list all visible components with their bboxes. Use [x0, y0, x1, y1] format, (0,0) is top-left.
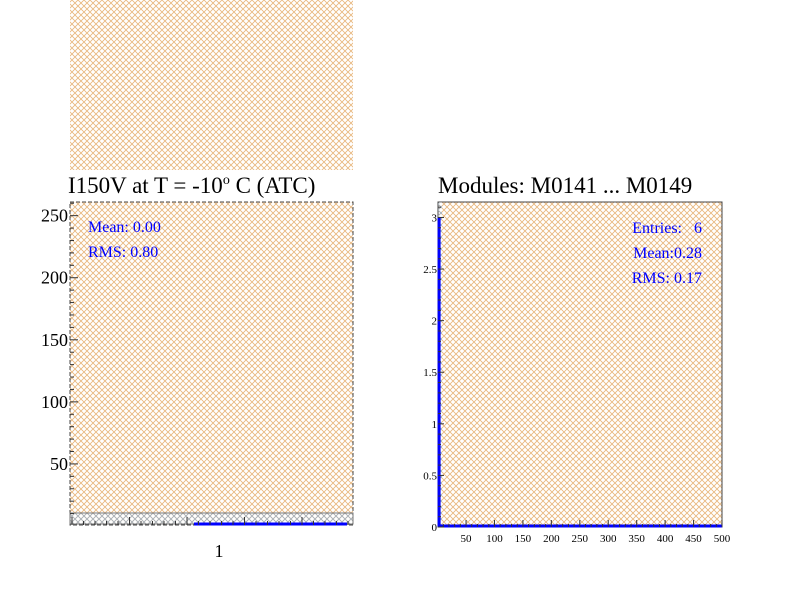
- left-top-hatch: [70, 0, 353, 170]
- right-xtick-label: 250: [572, 533, 589, 545]
- left-ytick-label: 50: [50, 454, 68, 474]
- right-ytick-label: 0.5: [423, 470, 437, 482]
- right-ytick-label: 2.5: [423, 264, 437, 276]
- left-title: I150V at T = -10o C (ATC): [68, 173, 315, 198]
- right-xtick-label: 400: [657, 533, 674, 545]
- right-xtick-label: 200: [543, 533, 560, 545]
- right-stat-mean: Mean:0.28: [633, 245, 702, 262]
- right-ytick-label: 2: [432, 316, 438, 328]
- left-xtick-label: 1: [215, 541, 224, 561]
- left-stat-rms: RMS: 0.80: [88, 244, 158, 261]
- right-xtick-label: 450: [685, 533, 702, 545]
- right-ytick-label: 0: [432, 522, 438, 534]
- right-xtick-label: 150: [515, 533, 532, 545]
- left-frame: [69, 201, 354, 526]
- right-xtick-label: 350: [628, 533, 645, 545]
- left-ytick-label: 250: [41, 206, 68, 226]
- left-ytick-label: 150: [41, 330, 68, 350]
- right-stat-rms: RMS: 0.17: [632, 270, 702, 287]
- right-stat-entries: Entries: 6: [632, 220, 702, 237]
- right-xtick-label: 100: [486, 533, 503, 545]
- right-xtick-label: 300: [600, 533, 617, 545]
- left-ytick-label: 100: [41, 392, 68, 412]
- left-histogram: [69, 201, 354, 526]
- left-underflow-band: [69, 512, 354, 525]
- right-ytick-label: 1.5: [423, 367, 437, 379]
- right-xtick-label: 50: [461, 533, 473, 545]
- left-stat-mean: Mean: 0.00: [88, 219, 161, 236]
- right-xtick-label: 500: [714, 533, 731, 545]
- right-ytick-label: 3: [432, 212, 438, 224]
- left-ytick-label: 200: [41, 268, 68, 288]
- right-ytick-label: 1: [432, 419, 438, 431]
- right-title: Modules: M0141 ... M0149: [438, 173, 692, 198]
